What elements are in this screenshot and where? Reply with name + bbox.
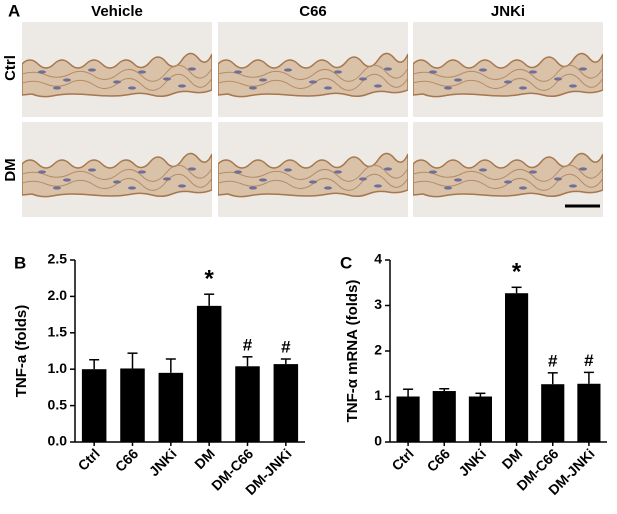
significance-mark: # — [548, 351, 558, 370]
y-tick-label: 4 — [374, 251, 382, 267]
bar — [468, 396, 492, 442]
micrograph — [22, 22, 212, 117]
x-tick-label: Ctrl — [75, 445, 103, 473]
y-tick-label: 2 — [374, 342, 382, 358]
panel-label: B — [14, 253, 26, 272]
bar — [196, 305, 222, 442]
bar — [158, 372, 184, 442]
bar — [396, 396, 420, 442]
bar — [541, 384, 565, 442]
significance-mark: * — [512, 259, 522, 286]
x-tick-label: JNKi — [455, 445, 489, 479]
significance-mark: * — [204, 266, 214, 293]
micrographs — [22, 22, 603, 217]
micrograph — [413, 22, 603, 117]
y-tick-label: 2.5 — [48, 251, 68, 267]
y-tick-label: 1.5 — [48, 324, 68, 340]
row-label: DM — [2, 158, 19, 181]
significance-mark: # — [243, 335, 253, 354]
bar — [505, 293, 529, 442]
y-tick-label: 1.0 — [48, 360, 68, 376]
bar — [235, 366, 260, 442]
y-tick-label: 0 — [374, 433, 382, 449]
micrograph — [22, 122, 212, 217]
y-axis-label: TNF-α mRNA (folds) — [344, 280, 361, 423]
column-label: Vehicle — [91, 3, 143, 20]
micrograph — [413, 122, 603, 217]
column-label: JNKi — [491, 3, 525, 20]
significance-mark: # — [281, 337, 291, 356]
x-tick-label: C66 — [424, 445, 454, 475]
panel-label: A — [8, 1, 20, 20]
bar — [273, 364, 299, 442]
y-tick-label: 1 — [374, 387, 382, 403]
micrograph — [218, 122, 408, 217]
bar — [120, 368, 145, 442]
panel-label: C — [340, 253, 352, 272]
y-tick-label: 0.5 — [48, 396, 68, 412]
x-tick-label: C66 — [112, 445, 142, 475]
x-tick-label: JNKi — [146, 445, 180, 479]
significance-mark: # — [584, 351, 594, 370]
bar — [81, 369, 107, 442]
y-tick-label: 0.0 — [48, 433, 68, 449]
micrograph — [218, 22, 408, 117]
y-tick-label: 2.0 — [48, 287, 68, 303]
y-axis-label: TNF-a (folds) — [13, 305, 30, 397]
bar — [577, 383, 601, 442]
column-label: C66 — [299, 3, 327, 20]
x-tick-label: Ctrl — [388, 445, 416, 473]
bar — [432, 391, 456, 442]
x-tick-label: DM — [499, 445, 526, 472]
row-label: Ctrl — [2, 55, 19, 81]
y-tick-label: 3 — [374, 296, 382, 312]
x-tick-label: DM — [191, 445, 218, 472]
